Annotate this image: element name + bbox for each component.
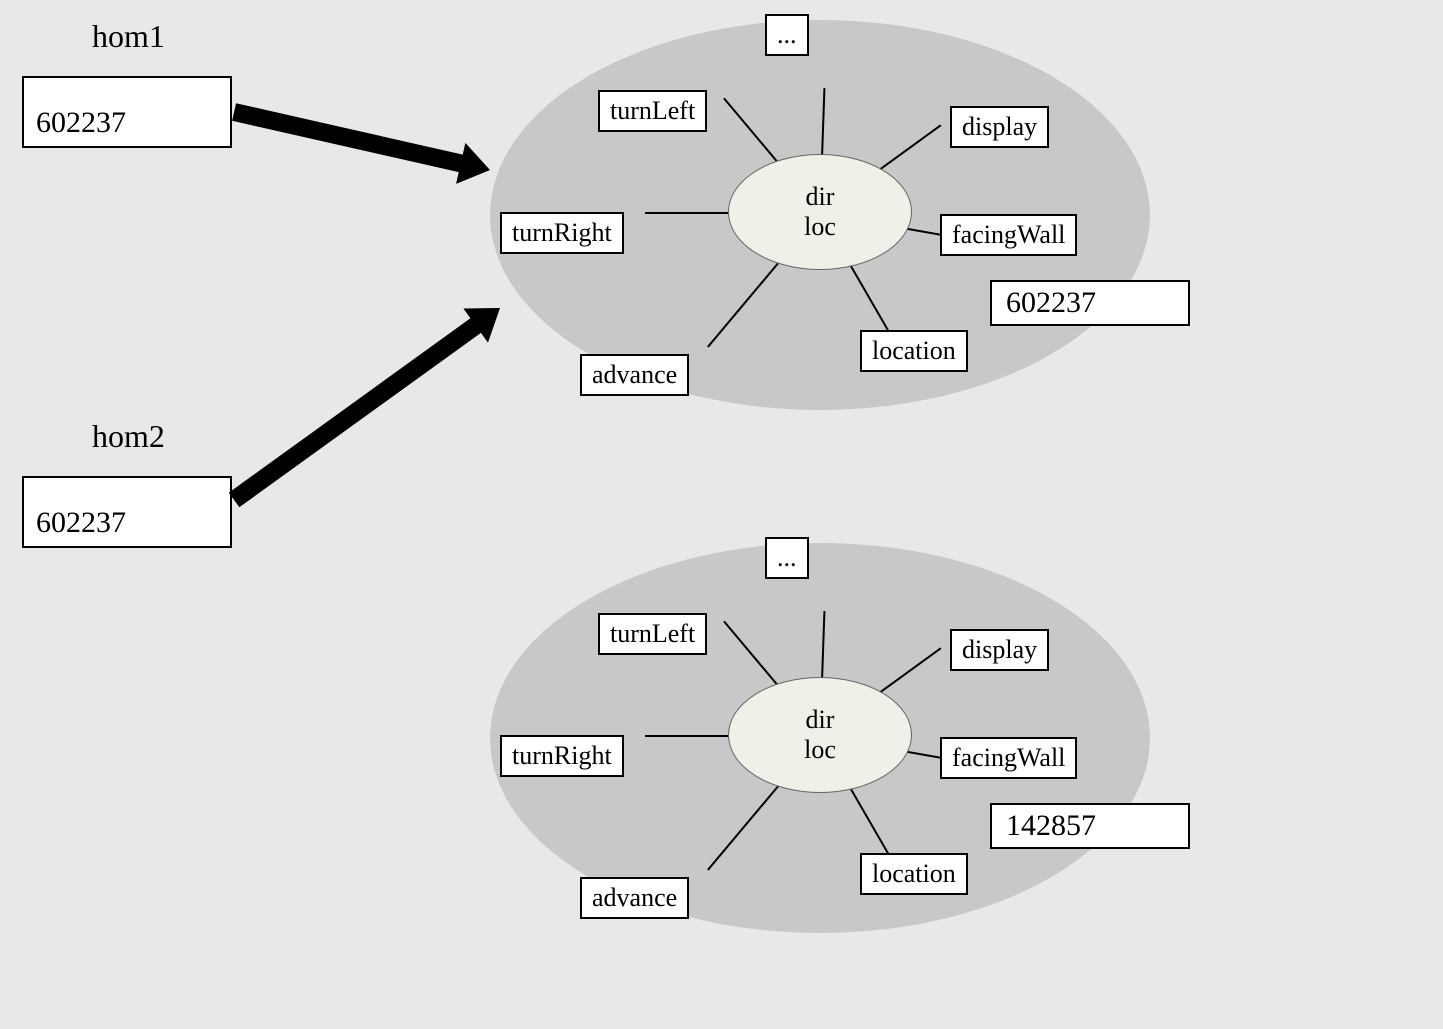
method-box-obj1-location: location [860,330,968,372]
method-box-obj1-turnRight: turnRight [500,212,624,254]
handle-tag-obj2: 142857 [990,803,1190,849]
method-box-obj2-location: location [860,853,968,895]
handle-tag-obj1: 602237 [990,280,1190,326]
object-inner-obj1: dirloc [728,154,912,270]
variable-label-hom1: hom1 [92,18,165,55]
object-inner-obj2: dirloc [728,677,912,793]
arrow-1 [216,260,550,524]
method-box-obj2-facingWall: facingWall [940,737,1077,779]
inner-line-obj1-0: dir [806,182,835,212]
method-box-obj2-dotsdotsdots: ... [765,537,809,579]
method-box-obj1-advance: advance [580,354,689,396]
method-box-obj2-turnRight: turnRight [500,735,624,777]
method-box-obj2-display: display [950,629,1049,671]
method-box-obj2-advance: advance [580,877,689,919]
inner-line-obj1-1: loc [804,212,836,242]
variable-box-hom1: 602237 [22,76,232,148]
method-box-obj1-dotsdotsdots: ... [765,14,809,56]
arrow-0 [227,83,535,208]
method-box-obj1-display: display [950,106,1049,148]
method-box-obj1-turnLeft: turnLeft [598,90,707,132]
variable-box-hom2: 602237 [22,476,232,548]
method-box-obj2-turnLeft: turnLeft [598,613,707,655]
variable-label-hom2: hom2 [92,418,165,455]
method-box-obj1-facingWall: facingWall [940,214,1077,256]
inner-line-obj2-1: loc [804,735,836,765]
inner-line-obj2-0: dir [806,705,835,735]
